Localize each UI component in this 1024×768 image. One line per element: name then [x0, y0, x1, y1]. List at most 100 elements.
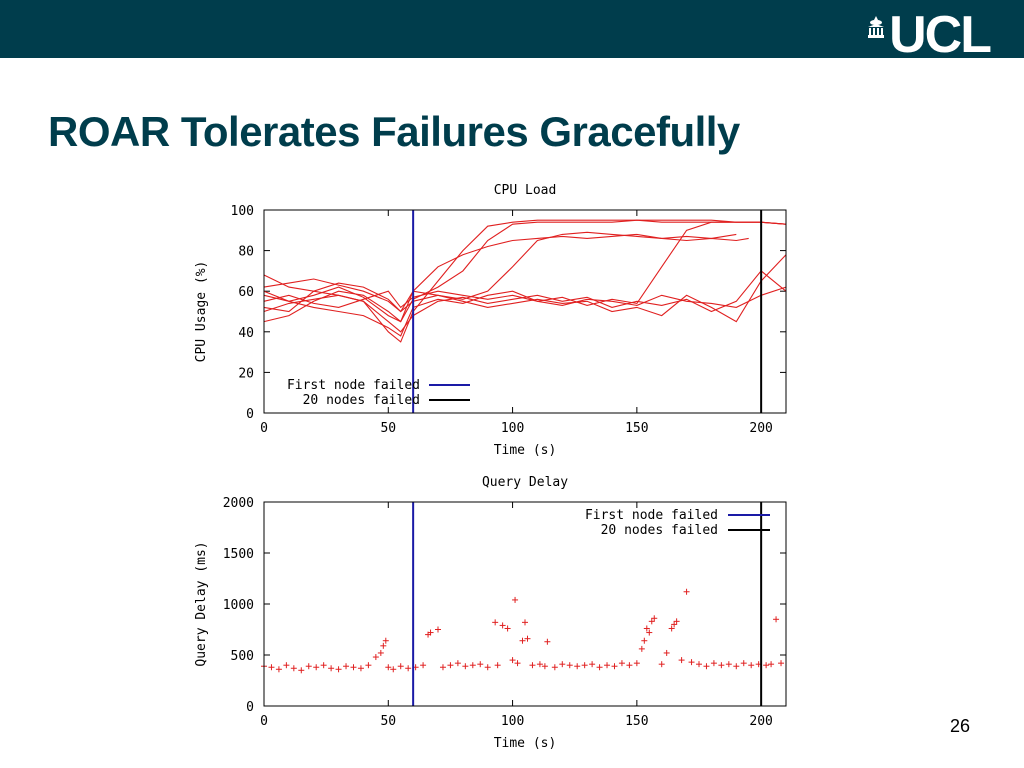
y-axis-label: CPU Usage (%) [194, 261, 209, 363]
delay-point [357, 665, 364, 672]
cpu-series-line-5 [263, 221, 787, 337]
y-tick-label: 1500 [223, 547, 254, 562]
delay-point [275, 666, 282, 673]
delay-point [633, 660, 640, 667]
delay-point [673, 618, 680, 625]
delay-point [651, 615, 658, 622]
delay-point [611, 663, 618, 670]
x-tick-label: 100 [501, 421, 524, 436]
delay-point [268, 664, 275, 671]
delay-point [604, 662, 611, 669]
delay-point [718, 662, 725, 669]
delay-point [512, 596, 519, 603]
slide-title: ROAR Tolerates Failures Gracefully [48, 108, 740, 155]
y-tick-label: 60 [238, 285, 254, 300]
x-tick-label: 0 [260, 421, 268, 436]
delay-point [678, 657, 685, 664]
delay-point [725, 661, 732, 668]
plot-frame [263, 209, 787, 414]
delay-point [641, 637, 648, 644]
delay-point [509, 657, 516, 664]
cpu-series-line-3 [263, 233, 737, 323]
delay-point [305, 663, 312, 670]
delay-point [365, 662, 372, 669]
delay-point [405, 665, 412, 672]
delay-point [382, 637, 389, 644]
delay-point [298, 667, 305, 674]
delay-point [514, 660, 521, 667]
delay-point [768, 661, 775, 668]
delay-point [646, 629, 653, 636]
delay-point [596, 664, 603, 671]
logo-text: UCL [889, 6, 992, 64]
delay-point [335, 666, 342, 673]
delay-point [350, 664, 357, 671]
delay-point [529, 662, 536, 669]
delay-point [658, 661, 665, 668]
cpu-series-line-4 [263, 231, 749, 313]
delay-point [283, 662, 290, 669]
delay-point [504, 625, 511, 632]
delay-point [447, 662, 454, 669]
delay-point [522, 619, 528, 626]
delay-point [377, 649, 384, 656]
delay-point [574, 663, 581, 670]
delay-point [773, 616, 780, 623]
legend-label: 20 nodes failed [303, 393, 420, 408]
delay-point [343, 663, 350, 670]
delay-point [320, 662, 327, 669]
chart-title: Query Delay [482, 475, 568, 490]
delay-point [328, 665, 335, 672]
delay-point [668, 625, 675, 632]
delay-point [566, 662, 573, 669]
delay-point [454, 660, 461, 667]
page-number: 26 [950, 716, 971, 736]
legend-label: First node failed [287, 378, 420, 393]
top-banner: UCL [0, 0, 1024, 64]
delay-point [313, 664, 320, 671]
cpu-load-chart: CPU Load Time (s) CPU Usage (%) 0 50 100 150 20… [180, 172, 800, 462]
delay-point [643, 625, 650, 632]
y-tick-label: 500 [231, 649, 254, 664]
delay-point [663, 649, 670, 656]
delay-point [710, 660, 717, 667]
delay-point [688, 659, 695, 666]
delay-point [439, 664, 446, 671]
delay-point [499, 622, 506, 629]
delay-point [648, 618, 655, 625]
x-axis-label: Time (s) [494, 736, 557, 751]
cpu-load-plot: CPU Load Time (s) CPU Usage (%) 0 50 100 150 20… [194, 183, 787, 458]
delay-point [763, 662, 770, 669]
delay-point [683, 588, 690, 595]
delay-point [524, 635, 531, 642]
y-tick-label: 0 [246, 407, 254, 422]
cpu-series-line-7 [263, 254, 787, 323]
delay-point [494, 662, 501, 669]
delay-point [733, 663, 740, 670]
delay-point [626, 662, 633, 669]
portico-icon [868, 16, 885, 38]
x-axis-label: Time (s) [494, 443, 557, 458]
cpu-series-line-8 [263, 286, 787, 309]
delay-point [748, 662, 755, 669]
delay-point [492, 619, 499, 626]
delay-point [427, 629, 434, 636]
delay-point [435, 626, 441, 633]
x-tick-label: 200 [749, 421, 772, 436]
delay-point [740, 660, 747, 667]
delay-point [536, 661, 543, 668]
delay-point [671, 621, 678, 628]
y-tick-label: 100 [231, 204, 254, 219]
x-tick-label: 200 [749, 714, 772, 729]
y-tick-label: 40 [238, 326, 254, 341]
delay-point [519, 637, 526, 644]
legend-label: First node failed [585, 508, 718, 523]
query-delay-plot: Query Delay Time (s) Query Delay (ms) 0 50 10… [194, 475, 787, 751]
delay-point [559, 661, 566, 668]
delay-point [420, 662, 427, 669]
delay-point [484, 664, 491, 671]
x-tick-label: 0 [260, 714, 268, 729]
x-tick-label: 100 [501, 714, 524, 729]
delay-point [372, 654, 379, 661]
y-axis-label: Query Delay (ms) [194, 541, 209, 666]
